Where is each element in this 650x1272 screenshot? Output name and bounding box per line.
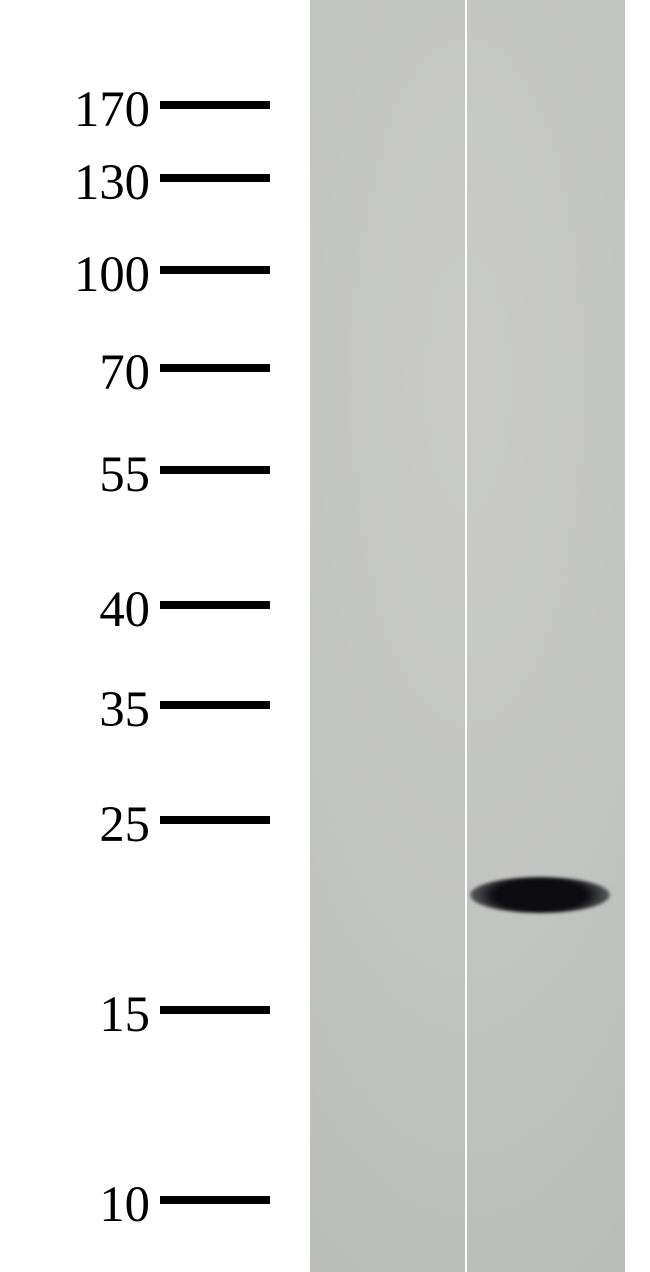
ladder-label-10: 10 xyxy=(99,1179,150,1230)
protein-band-1 xyxy=(470,877,610,913)
ladder-label-55: 55 xyxy=(99,449,150,500)
western-blot-figure: 170 130 100 70 55 40 35 25 15 10 xyxy=(0,0,650,1272)
lane-separator xyxy=(465,0,467,1272)
ladder-label-15: 15 xyxy=(99,989,150,1040)
ladder-tick-35 xyxy=(160,701,270,709)
ladder-tick-40 xyxy=(160,601,270,609)
ladder-label-70: 70 xyxy=(99,347,150,398)
ladder-label-35: 35 xyxy=(99,684,150,735)
ladder-label-130: 130 xyxy=(74,157,150,208)
ladder-tick-55 xyxy=(160,466,270,474)
blot-membrane xyxy=(310,0,625,1272)
ladder-tick-10 xyxy=(160,1196,270,1204)
ladder-label-40: 40 xyxy=(99,584,150,635)
ladder-label-100: 100 xyxy=(74,249,150,300)
ladder-tick-170 xyxy=(160,101,270,109)
ladder-tick-25 xyxy=(160,816,270,824)
ladder-tick-130 xyxy=(160,174,270,182)
ladder-tick-15 xyxy=(160,1006,270,1014)
ladder-tick-100 xyxy=(160,266,270,274)
ladder-tick-70 xyxy=(160,364,270,372)
ladder-label-170: 170 xyxy=(74,84,150,135)
ladder-label-25: 25 xyxy=(99,799,150,850)
